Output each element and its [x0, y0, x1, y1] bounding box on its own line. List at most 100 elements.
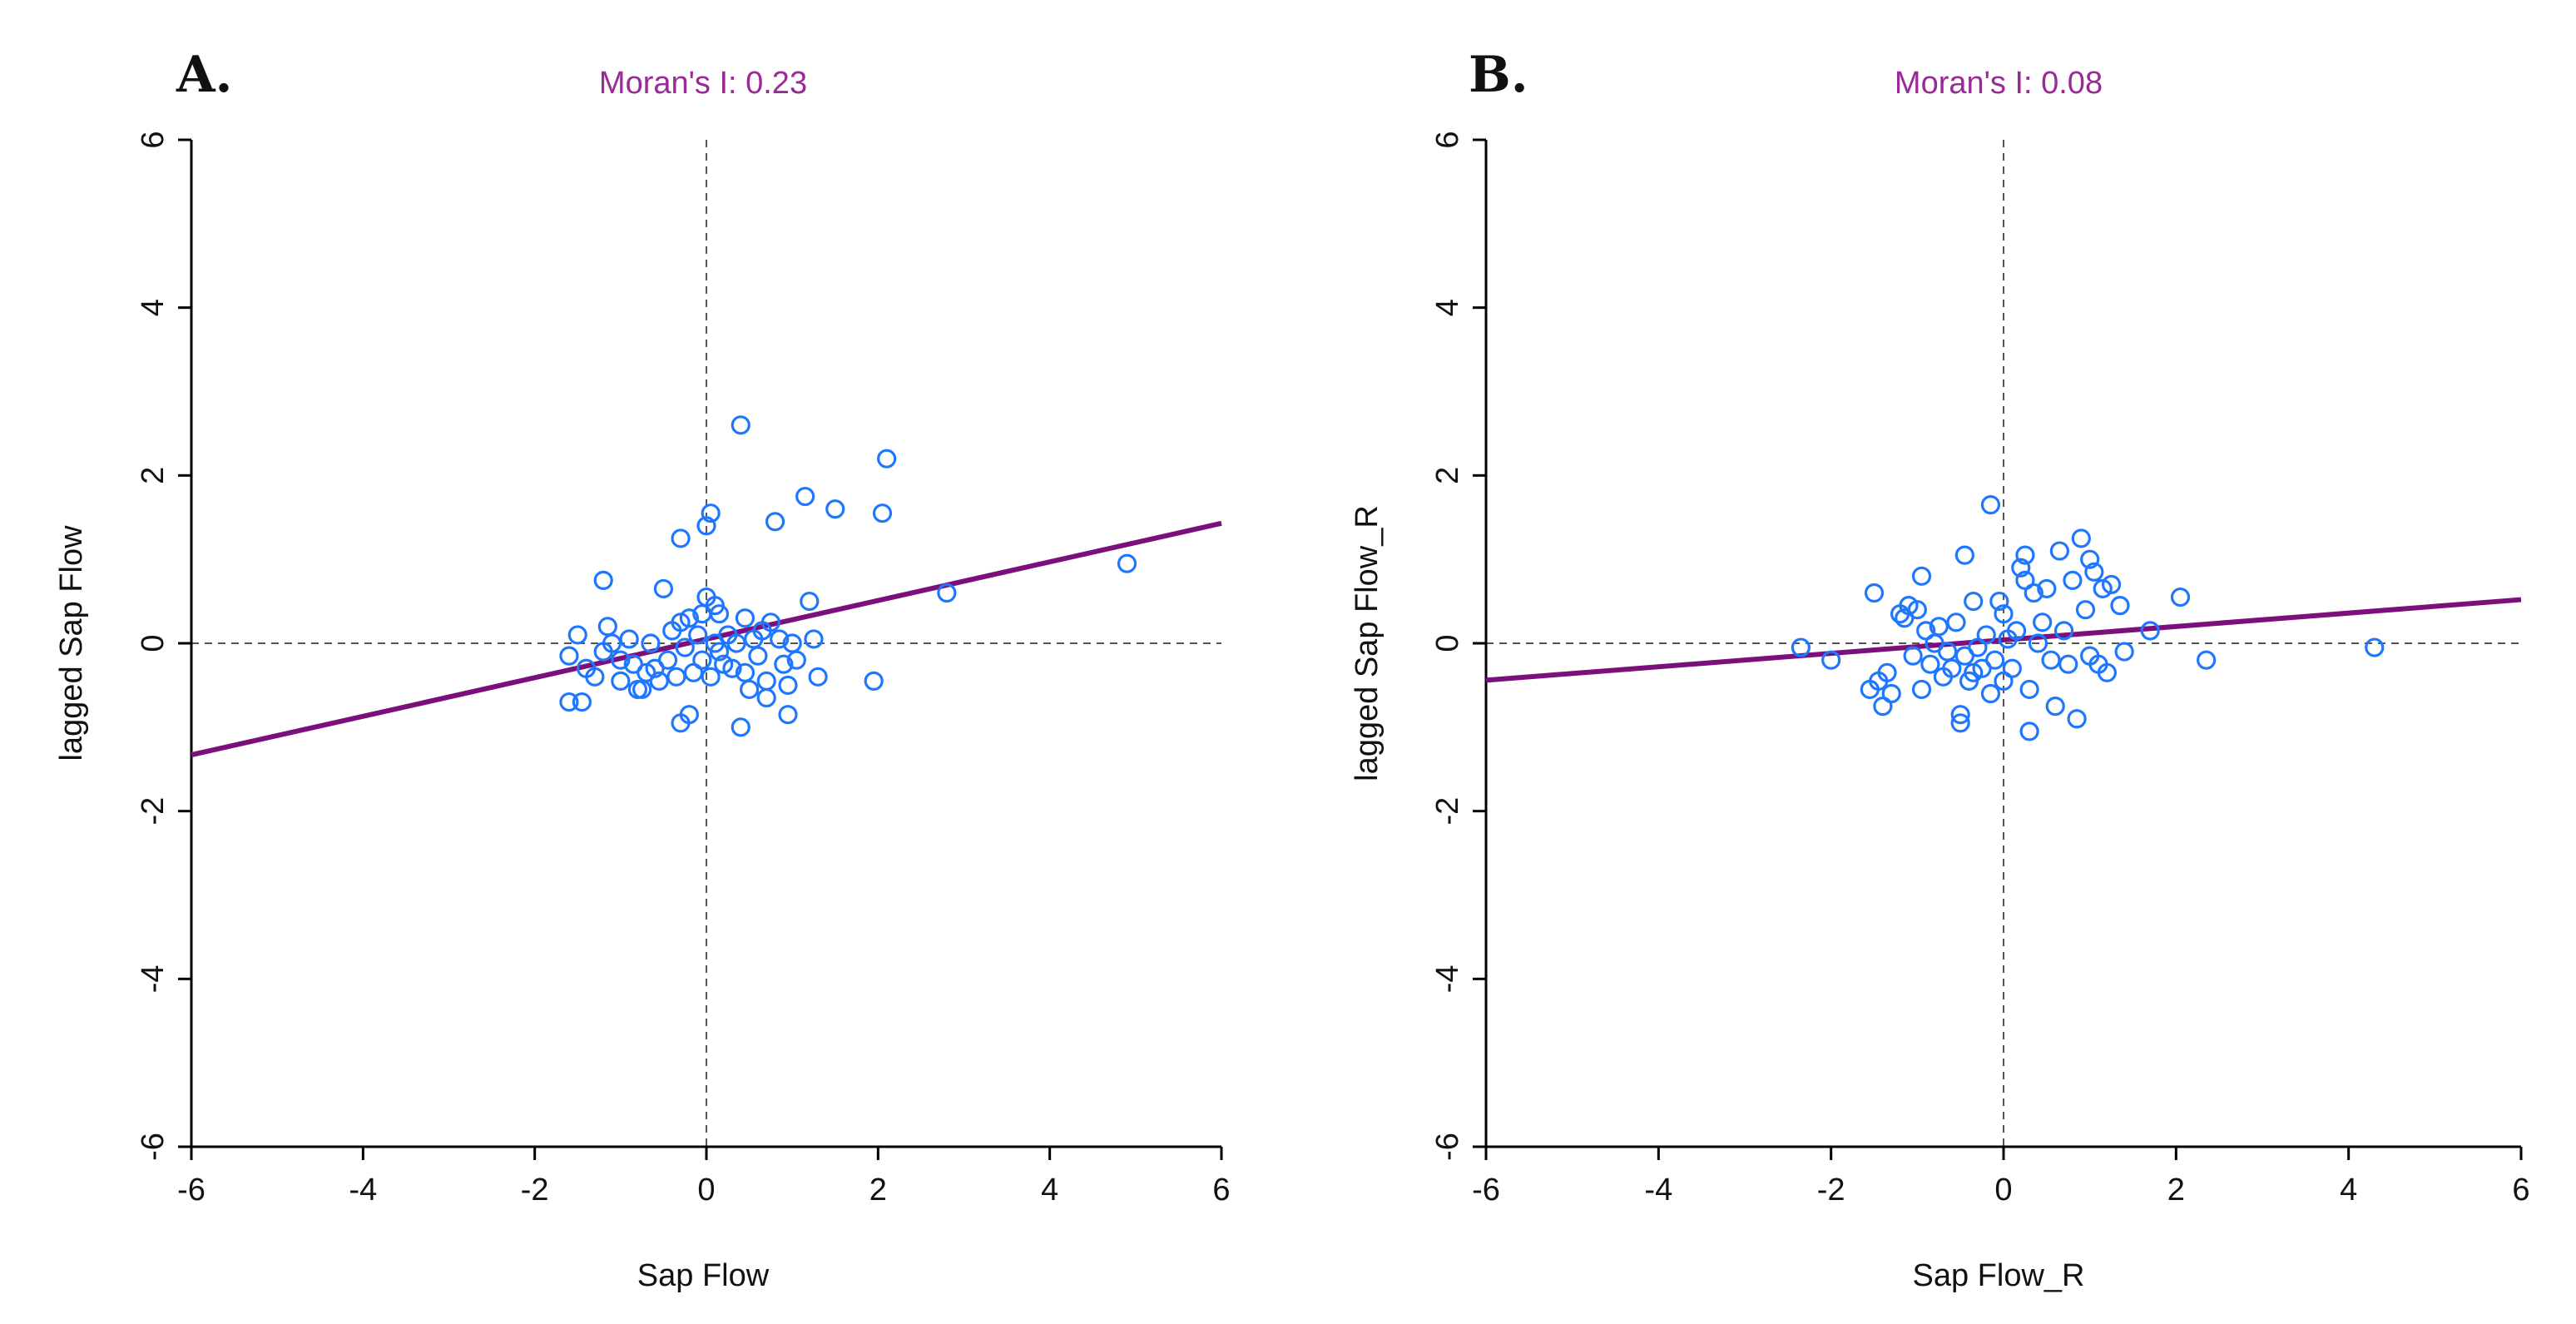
panel-a-data-point: [748, 646, 768, 666]
panel-a-data-point: [795, 486, 815, 507]
panel-b-title: Moran's I: 0.08: [1895, 66, 2103, 101]
panel-b-data-point: [2063, 570, 2083, 590]
panel-a-data-point: [765, 512, 785, 532]
panel-a-y-tick-label: 6: [136, 131, 171, 148]
panel-a-data-point: [756, 671, 776, 691]
panel-b-data-point: [2028, 633, 2048, 653]
panel-a-data-point: [774, 654, 794, 674]
panel-a-x-tick-label: 4: [1041, 1173, 1058, 1207]
panel-b-data-point: [2071, 528, 2091, 548]
panel-b-x-tick-label: -2: [1817, 1173, 1845, 1207]
panel-b-data-point: [1791, 637, 1811, 657]
panel-a-data-point: [611, 671, 631, 691]
panel-b-data-point: [1950, 713, 1970, 733]
panel-a-y-tick-label: -4: [136, 964, 171, 993]
panel-b-data-point: [1964, 591, 1984, 612]
panel-b-data-point: [1950, 705, 1970, 725]
panel-a-data-point: [597, 617, 617, 637]
panel-a-data-point: [778, 675, 798, 696]
panel-a-x-tick-label: -4: [349, 1173, 377, 1207]
panel-b-data-point: [2084, 562, 2104, 582]
panel-b-data-point: [1864, 583, 1885, 603]
panel-a-data-point: [709, 642, 730, 662]
panel-b-data-point: [2041, 650, 2061, 670]
panel-b-data-point: [2006, 621, 2027, 641]
panel-b-x-tick-label: -6: [1472, 1173, 1500, 1207]
panel-a-x-tick-label: 0: [697, 1173, 715, 1207]
panel-b-y-tick-label: -6: [1430, 1133, 1465, 1161]
panel-b-data-point: [1946, 612, 1966, 632]
panel-b-y-tick-label: 6: [1430, 131, 1465, 148]
panel-a-x-tick-label: -2: [521, 1173, 549, 1207]
panel-b-data-point: [2365, 637, 2385, 657]
panel-b-data-point: [1985, 650, 2005, 670]
panel-b-data-point: [2015, 545, 2035, 565]
panel-a-data-point: [864, 671, 884, 691]
panel-b-label: B.: [1469, 46, 1528, 104]
panel-a-y-tick-label: 2: [136, 467, 171, 484]
panel-a-y-tick-label: -2: [136, 797, 171, 826]
panel-a-data-point: [657, 650, 678, 670]
panel-b-data-point: [2140, 621, 2160, 641]
panel-b-data-point: [1877, 662, 1897, 682]
panel-a-data-point: [701, 667, 721, 687]
panel-a-data-point: [877, 449, 897, 469]
panel-b-data-point: [1911, 679, 1932, 700]
panel-a-data-point: [649, 671, 669, 691]
panel-a-xlabel: Sap Flow: [637, 1258, 770, 1293]
panel-b-x-tick-label: 4: [2340, 1173, 2357, 1207]
panel-b-data-point: [1821, 650, 1841, 670]
panel-b-data-point: [2045, 697, 2065, 717]
panel-b-regression-line: [1485, 597, 2522, 683]
panel-b-y-tick-label: -2: [1430, 797, 1465, 826]
panel-b-data-point: [2053, 621, 2074, 641]
panel-a-y-tick-label: -6: [136, 1133, 171, 1161]
panel-a-data-point: [739, 679, 760, 700]
panel-b-data-point: [2101, 574, 2122, 595]
panel-b: B. Moran's I: 0.08 Sap Flow_R lagged Sap…: [1350, 46, 2530, 1293]
panel-b-data-point: [2049, 541, 2069, 561]
panel-a-y-tick-label: 4: [136, 299, 171, 316]
panel-a-data-point: [786, 650, 806, 670]
panel-a-data-point: [692, 650, 712, 670]
panel-a: A. Moran's I: 0.23 Sap Flow lagged Sap F…: [54, 46, 1231, 1293]
panel-b-data-point: [2033, 612, 2053, 632]
panel-a-title: Moran's I: 0.23: [599, 66, 807, 101]
panel-a-data-point: [641, 633, 661, 653]
panel-a-data-point: [619, 629, 639, 649]
panel-b-data-point: [2067, 709, 2087, 729]
panel-a-data-point: [778, 705, 798, 725]
panel-a-data-point: [735, 608, 755, 628]
panel-a-data-point: [602, 633, 622, 653]
panel-a-data-point: [722, 658, 742, 678]
panel-b-data-point: [1881, 683, 1901, 704]
panel-b-y-tick-label: 4: [1430, 299, 1465, 316]
panel-b-data-point: [1954, 545, 1974, 565]
panel-b-y-tick-label: 0: [1430, 634, 1465, 652]
panel-a-data-point: [585, 667, 605, 687]
panel-a-label: A.: [176, 46, 232, 104]
panel-a-data-point: [800, 591, 820, 612]
panel-a-data-point: [567, 625, 587, 645]
panel-a-data-point: [572, 692, 592, 712]
panel-b-data-point: [2075, 600, 2096, 620]
panel-a-data-point: [770, 629, 790, 649]
panel-a-data-point: [559, 692, 579, 712]
panel-a-data-point: [701, 503, 721, 523]
panel-b-data-point: [2037, 578, 2057, 599]
panel-a-data-point: [611, 650, 631, 670]
panel-a-data-point: [593, 570, 613, 590]
panel-b-data-point: [2114, 642, 2134, 662]
panel-a-data-point: [666, 667, 686, 687]
panel-a-data-point: [688, 625, 708, 645]
panel-b-data-point: [2019, 722, 2039, 741]
panel-a-x-tick-label: 2: [869, 1173, 887, 1207]
panel-a-data-point: [760, 612, 780, 632]
panel-b-data-point: [1907, 600, 1927, 620]
panel-a-data-point: [696, 516, 716, 536]
panel-a-x-tick-label: 6: [1212, 1173, 1230, 1207]
panel-a-y-tick-label: 0: [136, 634, 171, 652]
panel-b-data-point: [1989, 591, 2009, 612]
panel-b-data-point: [2024, 583, 2043, 603]
